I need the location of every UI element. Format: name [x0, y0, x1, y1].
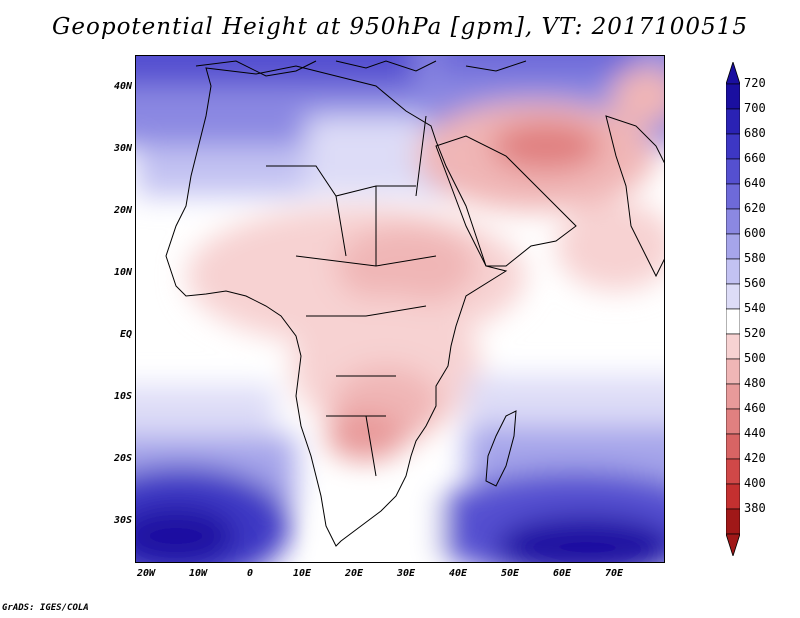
- colorbar-cell: [726, 258, 740, 285]
- colorbar-cell: [726, 433, 740, 460]
- map-title: Geopotential Height at 950hPa [gpm], VT:…: [52, 14, 748, 40]
- colorbar-cell: [726, 333, 740, 360]
- colorbar-cell: [726, 133, 740, 160]
- coastlines: [165, 60, 664, 547]
- colorbar-level-label: 560: [744, 276, 766, 290]
- colorbar-level-label: 400: [744, 476, 766, 490]
- lat-label-eq: EQ: [119, 329, 132, 340]
- lat-label-20s: 20S: [113, 453, 132, 464]
- lat-label-40n: 40N: [113, 81, 132, 92]
- lat-label-30s: 30S: [113, 515, 132, 526]
- colorbar-level-label: 660: [744, 151, 766, 165]
- colorbar-cell: [726, 483, 740, 510]
- lon-label-10e: 10E: [292, 568, 312, 579]
- colorbar-level-label: 380: [744, 501, 766, 515]
- colorbar-cell: [726, 383, 740, 410]
- lon-label-30e: 30E: [396, 568, 416, 579]
- colorbar-cell: [726, 183, 740, 210]
- lat-label-30n: 30N: [113, 143, 132, 154]
- colorbar-bottom-arrow: [726, 533, 740, 556]
- colorbar-level-label: 480: [744, 376, 766, 390]
- colorbar-cell: [726, 108, 740, 135]
- colorbar-level-label: 520: [744, 326, 766, 340]
- lon-label-70e: 70E: [604, 568, 624, 579]
- colorbar-cell: [726, 458, 740, 485]
- colorbar-level-label: 640: [744, 176, 766, 190]
- geopotential-field: [136, 56, 664, 562]
- colorbar-level-label: 420: [744, 451, 766, 465]
- colorbar: [726, 62, 740, 556]
- lat-label-10n: 10N: [113, 267, 132, 278]
- colorbar-level-label: 460: [744, 401, 766, 415]
- colorbar-level-label: 500: [744, 351, 766, 365]
- lon-label-40e: 40E: [448, 568, 468, 579]
- lat-label-20n: 20N: [113, 205, 132, 216]
- map-plot-area: [135, 55, 665, 563]
- colorbar-cell: [726, 233, 740, 260]
- colorbar-level-label: 620: [744, 201, 766, 215]
- colorbar-level-label: 700: [744, 101, 766, 115]
- colorbar-cell: [726, 283, 740, 310]
- colorbar-cell: [726, 208, 740, 235]
- colorbar-cell: [726, 158, 740, 185]
- colorbar-cell: [726, 508, 740, 535]
- colorbar-cell: [726, 408, 740, 435]
- colorbar-cell: [726, 83, 740, 110]
- colorbar-top-arrow: [726, 62, 740, 85]
- grads-credit: GrADS: IGES/COLA: [2, 603, 89, 613]
- colorbar-cell: [726, 358, 740, 385]
- lon-label-20e: 20E: [344, 568, 364, 579]
- colorbar-level-label: 580: [744, 251, 766, 265]
- lat-label-10s: 10S: [113, 391, 132, 402]
- colorbar-level-label: 600: [744, 226, 766, 240]
- lon-label-60e: 60E: [552, 568, 572, 579]
- lon-label-20w: 20W: [136, 568, 156, 579]
- lon-label-0: 0: [246, 568, 254, 579]
- contour-fill: [136, 56, 664, 562]
- colorbar-cell: [726, 308, 740, 335]
- lon-label-10w: 10W: [188, 568, 208, 579]
- lon-label-50e: 50E: [500, 568, 520, 579]
- colorbar-level-label: 680: [744, 126, 766, 140]
- colorbar-level-label: 720: [744, 76, 766, 90]
- colorbar-level-label: 540: [744, 301, 766, 315]
- colorbar-level-label: 440: [744, 426, 766, 440]
